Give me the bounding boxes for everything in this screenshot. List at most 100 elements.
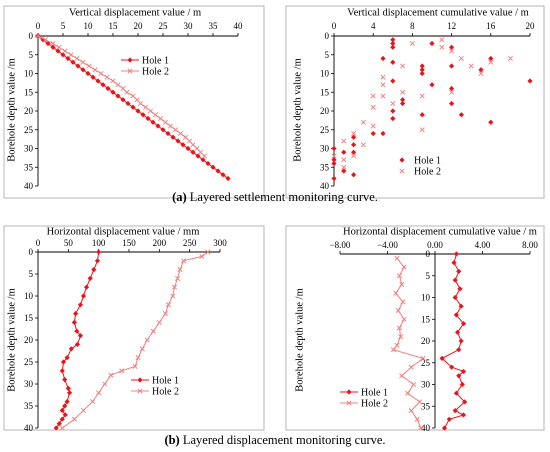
data-point (331, 175, 337, 182)
data-point (130, 93, 136, 99)
data-point (439, 37, 445, 43)
data-point (449, 100, 455, 107)
data-point (452, 294, 458, 301)
data-point (478, 70, 484, 77)
data-point (172, 127, 179, 133)
legend-label: Hole 2 (142, 67, 169, 78)
data-point (331, 157, 337, 163)
legend-label: Hole 2 (152, 387, 179, 398)
chart-4: Horizontal displacement cumulative value… (285, 225, 545, 433)
data-point (408, 364, 414, 370)
data-point (400, 97, 406, 103)
data-point (65, 55, 71, 62)
data-point (399, 373, 405, 379)
data-point (210, 164, 216, 170)
data-point (64, 399, 70, 405)
y-tick-label: 10 (421, 293, 431, 303)
caption-b-text: Layered displacement monitoring curve. (182, 433, 386, 447)
chart-title: Vertical displacement value / m (69, 7, 201, 18)
data-point (351, 172, 357, 178)
data-point (419, 93, 425, 99)
data-point (62, 377, 68, 383)
chart-2: Vertical displacement cumulative value /… (285, 5, 545, 199)
data-point (341, 138, 347, 144)
legend-marker (127, 68, 133, 74)
data-point (62, 412, 68, 418)
caption-a: (a) Layered settlement monitoring curve. (0, 190, 550, 205)
data-point (370, 93, 376, 99)
data-point (190, 142, 196, 148)
data-point (92, 67, 98, 73)
y-tick-label: 15 (421, 314, 431, 324)
data-point (420, 355, 426, 361)
legend-label: Hole 1 (152, 376, 179, 387)
data-point (351, 130, 357, 137)
legend-marker (127, 57, 133, 63)
data-point (86, 63, 92, 69)
series-1 (331, 37, 533, 182)
data-point (331, 160, 337, 167)
data-point (105, 85, 111, 92)
data-point (459, 381, 465, 388)
data-point (380, 130, 386, 137)
data-point (56, 421, 62, 427)
x-tick-label: 30 (184, 21, 194, 31)
y-tick-label: 30 (24, 379, 34, 389)
series-2 (390, 255, 426, 431)
y-tick-label: 10 (320, 69, 330, 79)
data-point (177, 130, 184, 137)
y-tick-label: 40 (24, 423, 34, 433)
data-point (74, 328, 80, 334)
data-point (400, 100, 406, 107)
data-point (140, 112, 146, 118)
data-point (457, 286, 463, 292)
data-point (83, 284, 90, 290)
y-tick-label: 40 (24, 181, 34, 191)
data-point (150, 328, 156, 334)
data-point (370, 130, 376, 137)
data-point (108, 372, 114, 378)
data-point (449, 364, 455, 370)
y-tick-label: 25 (24, 125, 34, 135)
data-point (452, 277, 458, 283)
data-point (507, 55, 513, 62)
data-point (488, 55, 494, 62)
data-point (170, 293, 176, 299)
data-point (205, 249, 211, 255)
data-point (418, 425, 424, 431)
data-point (60, 52, 66, 58)
data-point (409, 40, 415, 47)
x-tick-label: 100 (92, 238, 106, 248)
data-point (411, 381, 417, 388)
data-point (62, 48, 68, 54)
data-point (162, 119, 169, 125)
data-point (456, 373, 462, 379)
data-point (341, 164, 347, 170)
data-point (110, 89, 116, 95)
data-point (90, 399, 96, 405)
data-point (171, 284, 178, 290)
legend-label: Hole 1 (361, 388, 388, 399)
x-tick-label: 50 (64, 238, 74, 248)
data-point (100, 82, 106, 88)
data-point (142, 104, 149, 110)
data-point (429, 82, 435, 88)
y-tick-label: 5 (29, 50, 34, 60)
data-point (453, 390, 459, 396)
data-point (75, 63, 81, 69)
data-point (124, 89, 130, 95)
data-point (380, 82, 386, 88)
data-point (462, 399, 468, 405)
data-point (454, 329, 461, 335)
legend-marker (399, 168, 405, 174)
data-point (55, 48, 61, 54)
chart-frame (3, 225, 265, 431)
data-point (96, 390, 102, 396)
legend-marker (137, 388, 143, 394)
data-point (351, 142, 357, 148)
data-point (119, 368, 125, 374)
y-tick-label: 5 (325, 50, 330, 60)
y-tick-label: 20 (421, 336, 431, 346)
data-point (80, 67, 86, 73)
data-point (456, 347, 462, 353)
